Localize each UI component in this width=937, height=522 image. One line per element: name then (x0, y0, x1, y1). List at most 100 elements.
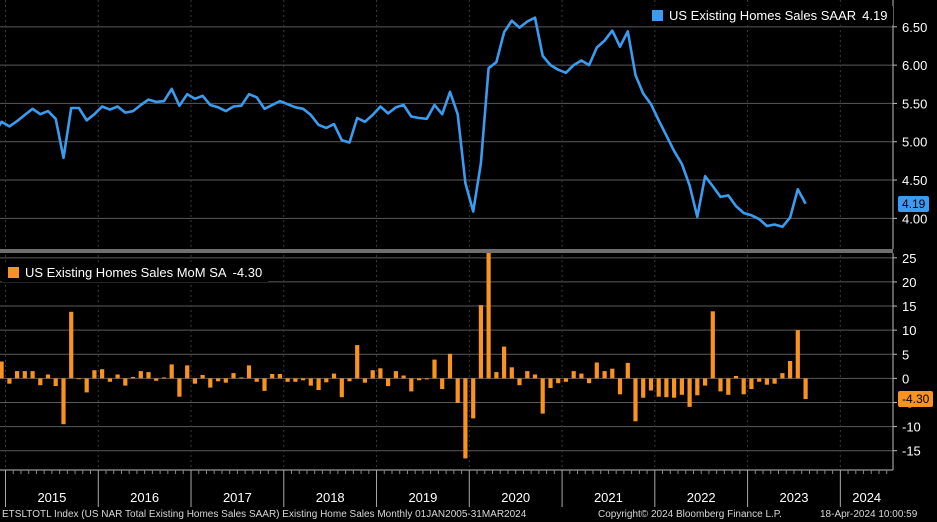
mom-bar (169, 364, 174, 379)
mom-bar (594, 362, 599, 379)
mom-bar (216, 378, 221, 382)
year-label: 2016 (130, 490, 159, 505)
mom-bar (471, 378, 476, 419)
mom-bar (393, 371, 398, 379)
top-legend-label: US Existing Homes Sales SAAR (669, 8, 857, 23)
mom-bar (664, 378, 669, 398)
mom-bar (718, 378, 723, 392)
mom-bar (579, 373, 584, 379)
mom-bar (424, 378, 429, 380)
mom-bar (138, 371, 143, 379)
footer-timestamp: 18-Apr-2024 10:00:59 (820, 509, 918, 520)
mom-bar (602, 371, 607, 379)
year-label: 2021 (594, 490, 623, 505)
mom-bar (386, 378, 391, 387)
year-label: 2018 (316, 490, 345, 505)
mom-bar (633, 378, 638, 422)
top-panel-gridlines (0, 26, 893, 219)
mom-bar (610, 368, 615, 379)
mom-bar (277, 374, 282, 379)
mom-bar (177, 378, 182, 397)
top-tick-label: 5.50 (902, 96, 927, 111)
mom-bar (270, 374, 275, 379)
top-tick-label: 5.00 (902, 135, 927, 150)
mom-bar (130, 376, 136, 379)
bottom-tick-label: -10 (902, 420, 921, 435)
top-tick-label: 4.00 (902, 211, 927, 226)
mom-bar (417, 378, 422, 381)
mom-bar (362, 378, 367, 383)
mom-bar (76, 378, 81, 380)
mom-bar (107, 378, 112, 382)
mom-bar (0, 361, 4, 379)
bar-last-value-tag: -4.30 (898, 391, 934, 408)
mom-bar (38, 378, 43, 386)
mom-bar (486, 251, 491, 379)
mom-bar (100, 369, 105, 379)
top-tick-label: 6.50 (902, 20, 927, 35)
mom-bar (115, 374, 120, 379)
mom-bars (0, 251, 808, 459)
mom-bar (262, 378, 267, 391)
mom-bar (154, 378, 159, 381)
mom-bar (780, 373, 785, 379)
mom-bar (409, 378, 414, 392)
year-label: 2015 (37, 490, 66, 505)
mom-bar (355, 345, 360, 379)
footer-source: ETSLTOTL Index (US NAR Total Existing Ho… (2, 509, 527, 520)
footer-copyright: Copyright© 2024 Bloomberg Finance L.P. (598, 509, 782, 520)
mom-bar (200, 375, 205, 379)
year-gridlines (5, 0, 841, 470)
mom-bar (556, 378, 561, 384)
bottom-tick-label: 15 (902, 299, 916, 314)
mom-bar (53, 378, 58, 387)
line-legend-swatch-icon (652, 10, 663, 21)
mom-bar (772, 378, 777, 384)
mom-bar (254, 378, 259, 382)
mom-bar (347, 378, 352, 382)
mom-bar (45, 374, 51, 379)
mom-bar (401, 375, 406, 379)
mom-bar (540, 378, 545, 414)
mom-bar (285, 378, 290, 382)
mom-bar (695, 378, 700, 396)
mom-bar (648, 378, 654, 391)
bottom-tick-label: 0 (902, 371, 909, 386)
year-label: 2019 (408, 490, 437, 505)
mom-bar (161, 377, 167, 379)
bar-legend-swatch-icon (8, 267, 19, 278)
mom-bar (370, 370, 375, 379)
year-label: 2017 (223, 490, 252, 505)
bottom-tick-label: 5 (902, 347, 909, 362)
mom-bar (532, 374, 538, 379)
mom-bar (656, 378, 661, 397)
mom-bar (231, 373, 236, 379)
mom-bar (15, 371, 20, 379)
bottom-tick-label: 25 (902, 251, 916, 266)
mom-bar (331, 373, 337, 379)
line-last-value-tag: 4.19 (898, 195, 930, 212)
mom-bar (455, 378, 460, 403)
mom-bar (757, 378, 762, 382)
mom-bar (69, 311, 74, 379)
bottom-legend-label: US Existing Homes Sales MoM SA (25, 265, 227, 280)
top-tick-label: 4.50 (902, 173, 927, 188)
top-legend-value: 4.19 (862, 8, 888, 23)
mom-bar (378, 368, 383, 379)
bottom-legend-value: -4.30 (232, 265, 263, 280)
bottom-tick-label: 20 (902, 275, 916, 290)
mom-bar (617, 378, 623, 395)
mom-bar (339, 378, 344, 398)
top-tick-label: 6.00 (902, 58, 927, 73)
panel-separator[interactable] (0, 249, 893, 253)
year-label: 2023 (780, 490, 809, 505)
mom-bar (749, 378, 754, 389)
mom-bar (687, 378, 692, 407)
mom-bar (84, 378, 89, 393)
mom-bar (563, 378, 568, 382)
mom-bar (92, 370, 97, 379)
mom-bar (764, 378, 769, 385)
mom-bar (308, 378, 313, 386)
footer: ETSLTOTL Index (US NAR Total Existing Ho… (0, 507, 937, 522)
